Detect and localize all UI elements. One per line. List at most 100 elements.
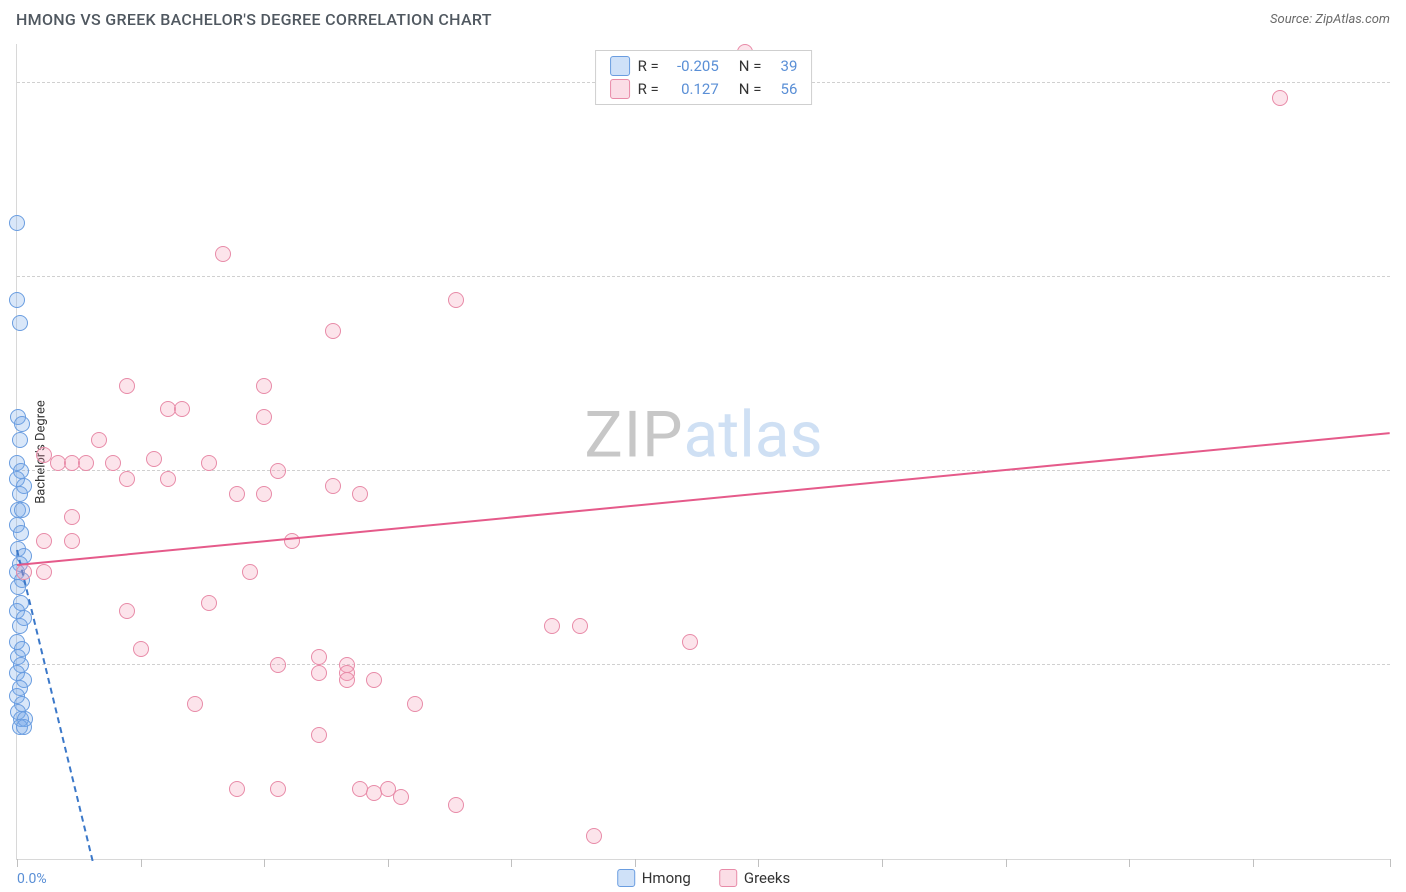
gridline-h	[17, 664, 1390, 665]
scatter-point	[64, 509, 80, 525]
scatter-point	[14, 416, 30, 432]
x-tick	[511, 859, 512, 867]
y-tick-label: 100.0%	[1400, 59, 1406, 75]
scatter-point	[325, 323, 341, 339]
x-tick	[388, 859, 389, 867]
scatter-point	[325, 478, 341, 494]
x-tick-label: 0.0%	[17, 871, 47, 887]
trend-line	[17, 432, 1390, 566]
scatter-point	[133, 641, 149, 657]
x-tick	[1253, 859, 1254, 867]
scatter-point	[352, 486, 368, 502]
legend-series-item: Hmong	[617, 869, 691, 887]
chart-source: Source: ZipAtlas.com	[1270, 12, 1390, 27]
chart-title: HMONG VS GREEK BACHELOR'S DEGREE CORRELA…	[16, 10, 492, 29]
y-tick-label: 50.0%	[1400, 447, 1406, 463]
x-tick	[141, 859, 142, 867]
scatter-point	[146, 451, 162, 467]
chart-area: Bachelor's Degree 25.0%50.0%75.0%100.0%0…	[16, 44, 1390, 860]
legend-swatch	[610, 56, 630, 76]
scatter-point	[12, 432, 28, 448]
scatter-point	[544, 618, 560, 634]
x-tick	[1129, 859, 1130, 867]
scatter-point	[9, 215, 25, 231]
scatter-point	[229, 486, 245, 502]
scatter-point	[91, 432, 107, 448]
scatter-point	[256, 409, 272, 425]
scatter-point	[16, 719, 32, 735]
gridline-h	[17, 276, 1390, 277]
legend-swatch	[610, 79, 630, 99]
scatter-point	[119, 603, 135, 619]
legend-series: Hmong Greeks	[617, 869, 791, 887]
legend-r-value: 0.127	[667, 78, 719, 101]
scatter-point	[448, 292, 464, 308]
x-tick	[264, 859, 265, 867]
scatter-point	[105, 455, 121, 471]
scatter-point	[201, 455, 217, 471]
scatter-point	[12, 618, 28, 634]
legend-n-label: N =	[739, 78, 762, 101]
x-tick	[882, 859, 883, 867]
y-tick-label: 25.0%	[1400, 641, 1406, 657]
scatter-point	[393, 789, 409, 805]
scatter-point	[13, 525, 29, 541]
scatter-point	[270, 781, 286, 797]
chart-header: HMONG VS GREEK BACHELOR'S DEGREE CORRELA…	[0, 0, 1406, 37]
y-tick-label: 75.0%	[1400, 253, 1406, 269]
x-tick	[758, 859, 759, 867]
plot-region: 25.0%50.0%75.0%100.0%0.0%100.0%	[17, 44, 1390, 859]
scatter-point	[215, 246, 231, 262]
scatter-point	[36, 533, 52, 549]
legend-series-label: Greeks	[744, 869, 790, 887]
scatter-point	[229, 781, 245, 797]
scatter-point	[12, 315, 28, 331]
scatter-point	[311, 727, 327, 743]
scatter-point	[270, 463, 286, 479]
scatter-point	[160, 471, 176, 487]
scatter-point	[1272, 90, 1288, 106]
legend-n-value: 56	[769, 78, 797, 101]
scatter-point	[119, 471, 135, 487]
scatter-point	[256, 378, 272, 394]
legend-r-value: -0.205	[667, 55, 719, 78]
scatter-point	[119, 378, 135, 394]
scatter-point	[12, 486, 28, 502]
scatter-point	[78, 455, 94, 471]
legend-series-item: Greeks	[719, 869, 790, 887]
x-tick	[17, 859, 18, 867]
scatter-point	[201, 595, 217, 611]
legend-r-label: R =	[638, 55, 659, 78]
scatter-point	[682, 634, 698, 650]
legend-correlation: R = -0.205 N = 39 R = 0.127 N = 56	[595, 50, 813, 105]
legend-swatch	[719, 869, 737, 887]
gridline-h	[17, 470, 1390, 471]
legend-n-label: N =	[739, 55, 762, 78]
scatter-point	[256, 486, 272, 502]
scatter-point	[14, 502, 30, 518]
scatter-point	[9, 292, 25, 308]
x-tick	[1390, 859, 1391, 867]
x-tick	[1006, 859, 1007, 867]
x-tick	[635, 859, 636, 867]
scatter-point	[187, 696, 203, 712]
scatter-point	[64, 533, 80, 549]
scatter-point	[407, 696, 423, 712]
scatter-point	[36, 564, 52, 580]
legend-r-label: R =	[638, 78, 659, 101]
scatter-point	[572, 618, 588, 634]
scatter-point	[242, 564, 258, 580]
scatter-point	[586, 828, 602, 844]
scatter-point	[448, 797, 464, 813]
legend-swatch	[617, 869, 635, 887]
legend-series-label: Hmong	[642, 869, 691, 887]
scatter-point	[16, 564, 32, 580]
legend-stat-row: R = 0.127 N = 56	[610, 78, 798, 101]
scatter-point	[366, 672, 382, 688]
legend-stat-row: R = -0.205 N = 39	[610, 55, 798, 78]
scatter-point	[270, 657, 286, 673]
scatter-point	[311, 665, 327, 681]
scatter-point	[339, 672, 355, 688]
legend-n-value: 39	[769, 55, 797, 78]
scatter-point	[311, 649, 327, 665]
